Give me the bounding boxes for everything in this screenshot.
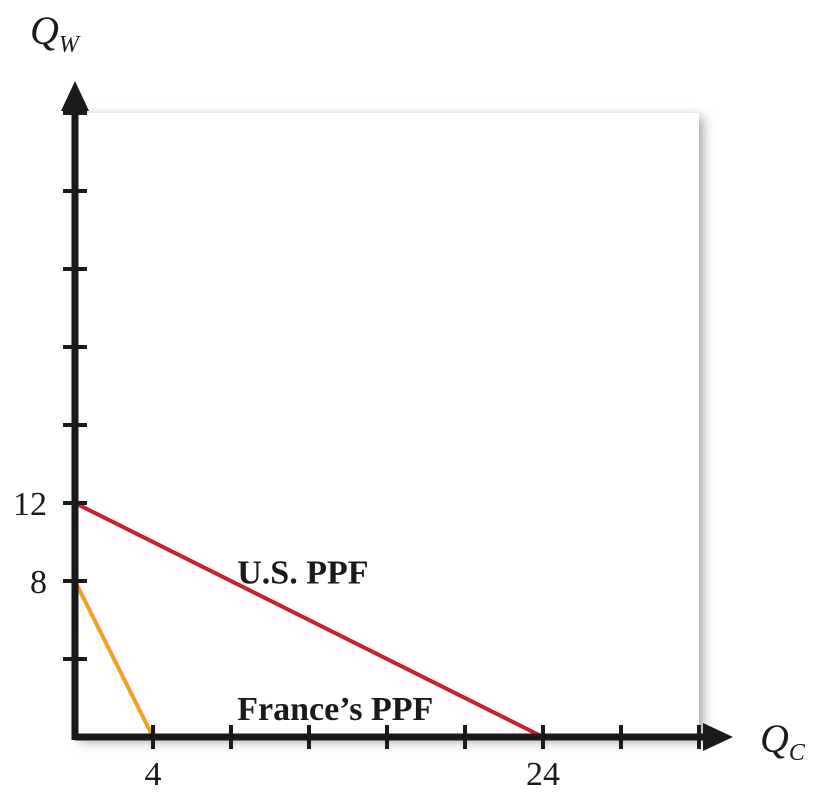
plot-panel	[75, 113, 703, 741]
y-axis-arrowhead	[61, 81, 89, 111]
x-tick-label: 24	[526, 756, 560, 793]
series-line-1	[73, 579, 155, 739]
x-axis-arrowhead	[703, 723, 733, 751]
y-axis-label: QW	[30, 8, 81, 58]
axes	[61, 81, 733, 751]
x-axis-label: QC	[760, 716, 806, 766]
y-tick-label: 8	[30, 564, 47, 601]
series-label-0: U.S. PPF	[237, 554, 368, 591]
series-layer	[73, 501, 545, 739]
labels: 4 24 12 8 QW QC U.S. PPF France’s PPF	[13, 8, 806, 793]
series-label-1: France’s PPF	[237, 691, 433, 728]
series-line-0	[73, 501, 545, 739]
y-tick-label: 12	[13, 486, 47, 523]
panel-background	[75, 113, 699, 737]
x-tick-label: 4	[145, 756, 162, 793]
